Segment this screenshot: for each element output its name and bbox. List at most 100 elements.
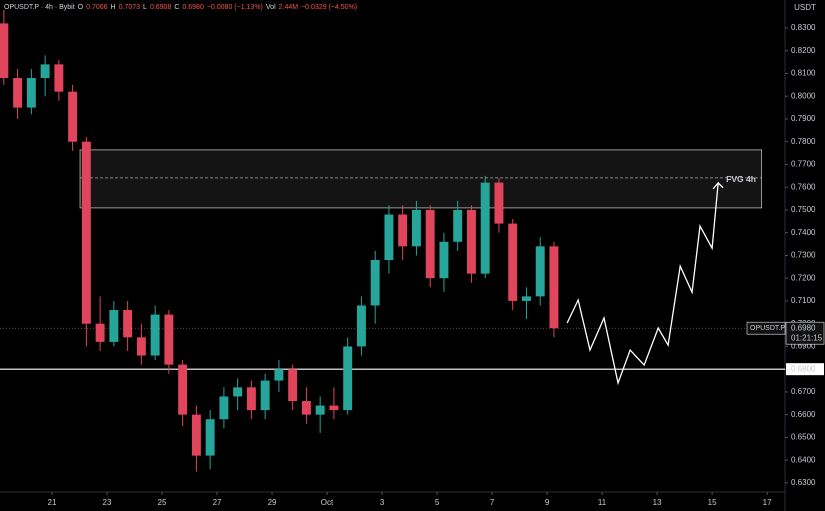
candle-body: [480, 182, 490, 274]
x-tick-label: 25: [158, 498, 167, 507]
candle-body: [246, 387, 256, 411]
y-tick-label: 0.7200: [791, 273, 816, 282]
y-tick-label: 0.8200: [791, 46, 816, 55]
candle-body: [13, 78, 23, 108]
candle-body: [535, 246, 545, 297]
symbol-box: [746, 321, 786, 335]
y-tick-label: 0.7800: [791, 137, 816, 146]
header-item: H: [111, 4, 116, 11]
y-tick-label: 0.6300: [791, 478, 816, 487]
candle-body: [81, 141, 91, 324]
header-item: −0.0329 (−4.50%): [301, 4, 357, 11]
candle-body: [26, 78, 36, 108]
level-label-box: [786, 363, 824, 376]
candle-body: [288, 369, 298, 402]
projection-path: [566, 182, 719, 386]
x-tick-label: 9: [545, 498, 550, 507]
level-label: 0.6800: [791, 364, 816, 373]
candle-body: [205, 419, 215, 456]
x-tick-label: 15: [708, 498, 717, 507]
candle-body: [411, 209, 421, 247]
fvg-label: FVG 4h: [726, 174, 756, 184]
x-tick-label: 17: [763, 498, 772, 507]
y-tick-label: 0.7400: [791, 228, 816, 237]
candle-body: [439, 241, 449, 279]
candle-body: [384, 214, 394, 260]
candle-body: [40, 64, 50, 79]
x-tick-label: 21: [48, 498, 57, 507]
header-item: O: [78, 4, 84, 11]
countdown-label: 01:21:15: [791, 333, 823, 342]
candle-body: [370, 259, 380, 306]
y-tick-label: 0.7600: [791, 182, 816, 191]
y-tick-label: 0.7900: [791, 114, 816, 123]
last-price-box: [785, 321, 825, 345]
candle-body: [109, 310, 119, 342]
last-price-label: 0.6980: [791, 323, 816, 332]
candle-body: [260, 380, 270, 411]
y-tick-label: 0.7100: [791, 296, 816, 305]
candle-body: [453, 209, 463, 242]
candle-body: [150, 314, 160, 356]
y-tick-label: 0.6900: [791, 342, 816, 351]
y-tick-label: 0.8000: [791, 91, 816, 100]
y-tick-label: 0.8100: [791, 69, 816, 78]
candle-body: [315, 405, 325, 415]
header-item: Vol: [266, 4, 276, 11]
candle-body: [123, 310, 133, 338]
candle-body: [329, 405, 339, 411]
candle-body: [521, 296, 531, 301]
candle-body: [164, 314, 174, 365]
header-item: 0.7066: [86, 4, 108, 11]
x-tick-label: 23: [103, 498, 112, 507]
y-tick-label: 0.6500: [791, 433, 816, 442]
candle-body: [95, 323, 105, 342]
x-tick-label: 27: [213, 498, 222, 507]
header-item: OPUSDT.P · 4h · Bybit: [4, 4, 75, 11]
y-tick-label: 0.6700: [791, 387, 816, 396]
candle-body: [508, 223, 518, 301]
candle-body: [178, 364, 188, 415]
candle-body: [191, 414, 201, 456]
header-item: L: [143, 4, 147, 11]
candle-body: [301, 401, 311, 415]
candle-body: [0, 23, 9, 79]
candle-body: [494, 182, 504, 224]
x-tick-label: Oct: [321, 498, 334, 507]
candle-body: [356, 305, 366, 347]
candle-body: [136, 337, 146, 356]
header-item: C: [174, 4, 179, 11]
y-tick-label: 0.7700: [791, 160, 816, 169]
symbol-label: OPUSDT.P: [750, 325, 785, 332]
header-item: 2.44M: [279, 4, 299, 11]
y-tick-label: 0.6600: [791, 410, 816, 419]
y-unit: USDT: [794, 3, 816, 12]
candle-body: [233, 387, 243, 397]
candle-body: [398, 214, 408, 247]
candle-body: [54, 64, 64, 92]
y-tick-label: 0.7300: [791, 251, 816, 260]
candle-body: [274, 369, 284, 381]
projection-arrow: [712, 181, 724, 190]
header: OPUSDT.P · 4h · Bybit O 0.7066 H 0.7073 L 0.69…: [4, 4, 357, 11]
fvg-zone: [79, 149, 763, 209]
candle-body: [425, 209, 435, 279]
x-tick-label: 13: [653, 498, 662, 507]
candle-body: [343, 346, 353, 411]
header-item: 0.6980: [182, 4, 204, 11]
y-tick-label: 0.6400: [791, 455, 816, 464]
candle-body: [549, 246, 559, 329]
candle-body: [466, 209, 476, 274]
y-tick-label: 0.7500: [791, 205, 816, 214]
candle-body: [219, 396, 229, 420]
header-item: 0.6908: [150, 4, 172, 11]
x-tick-label: 7: [490, 498, 495, 507]
header-item: −0.0080 (−1.13%): [207, 4, 263, 11]
y-tick-label: 0.8300: [791, 23, 816, 32]
x-tick-label: 29: [268, 498, 277, 507]
x-tick-label: 3: [380, 498, 385, 507]
x-tick-label: 11: [598, 498, 607, 507]
candle-body: [68, 91, 78, 142]
